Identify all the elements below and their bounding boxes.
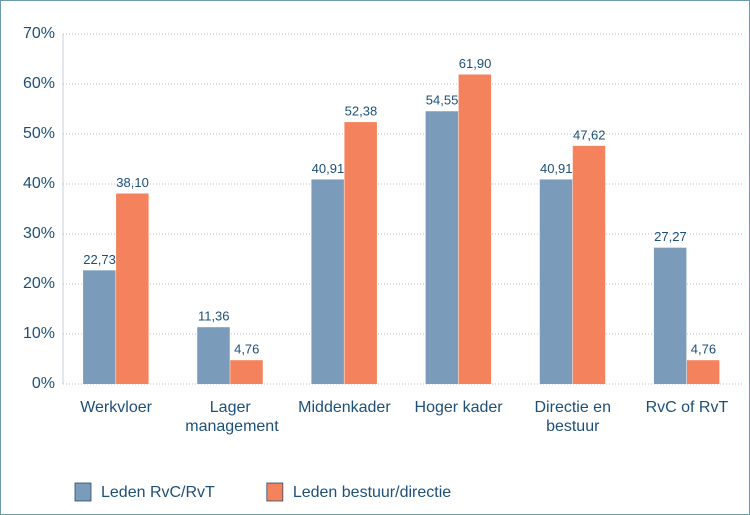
bar <box>458 74 492 384</box>
x-tick-label: Werkvloer <box>80 399 152 416</box>
value-label: 11,36 <box>198 309 230 324</box>
y-tick-label: 20% <box>23 275 55 292</box>
bar <box>83 270 116 384</box>
bar <box>425 111 459 384</box>
y-tick-label: 70% <box>23 25 55 42</box>
y-tick-label: 40% <box>23 175 55 192</box>
value-label: 52,38 <box>345 104 378 119</box>
bar <box>197 327 230 384</box>
legend-label: Leden RvC/RvT <box>101 484 215 501</box>
bar <box>230 360 263 384</box>
value-label: 38,10 <box>116 175 149 190</box>
value-label: 47,62 <box>573 127 606 142</box>
x-tick-label: Middenkader <box>298 399 391 416</box>
x-tick-label: Directie en bestuur <box>534 399 611 435</box>
y-tick-label: 60% <box>23 75 55 92</box>
y-tick-label: 50% <box>23 125 55 142</box>
y-tick-label: 30% <box>23 225 55 242</box>
value-label: 40,91 <box>312 161 345 176</box>
x-tick-label: Hoger kader <box>414 399 503 416</box>
x-tick-label: Lager management <box>185 399 279 435</box>
value-label: 4,76 <box>234 342 259 357</box>
bar <box>653 247 687 384</box>
value-label: 4,76 <box>691 342 716 357</box>
x-tick-label: RvC of RvT <box>645 399 729 416</box>
bar <box>539 179 573 384</box>
value-label: 61,90 <box>459 56 492 71</box>
y-tick-label: 10% <box>23 325 55 342</box>
value-label: 22,73 <box>83 252 116 267</box>
legend-label: Leden bestuur/directie <box>293 484 451 501</box>
value-label: 27,27 <box>654 229 687 244</box>
bar <box>686 360 720 384</box>
value-label: 54,55 <box>426 93 459 108</box>
bar <box>116 193 149 384</box>
value-label: 40,91 <box>540 161 573 176</box>
bar <box>344 122 377 384</box>
bar <box>311 179 344 384</box>
legend-swatch <box>266 482 284 502</box>
y-tick-label: 0% <box>32 375 55 392</box>
bar <box>572 145 606 384</box>
legend-swatch <box>74 482 92 502</box>
